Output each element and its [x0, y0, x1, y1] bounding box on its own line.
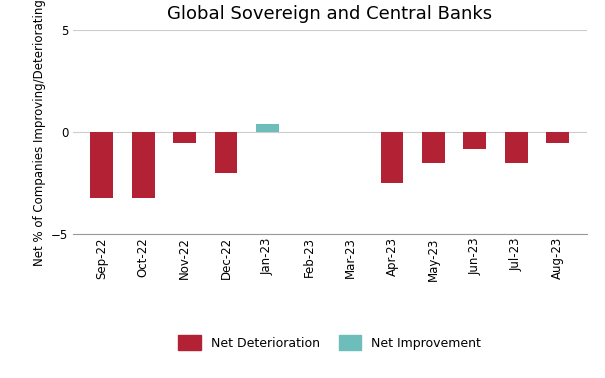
Title: Global Sovereign and Central Banks: Global Sovereign and Central Banks: [167, 5, 492, 23]
Bar: [546, 132, 569, 143]
Bar: [173, 132, 196, 143]
Bar: [215, 132, 237, 173]
Bar: [463, 132, 486, 149]
Bar: [381, 132, 404, 183]
Bar: [505, 132, 528, 163]
Bar: [132, 132, 154, 198]
Legend: Net Deterioration, Net Improvement: Net Deterioration, Net Improvement: [174, 330, 486, 355]
Bar: [422, 132, 445, 163]
Bar: [90, 132, 113, 198]
Y-axis label: Net % of Companies Improving/Deteriorating: Net % of Companies Improving/Deteriorati…: [33, 0, 45, 266]
Bar: [256, 124, 279, 132]
